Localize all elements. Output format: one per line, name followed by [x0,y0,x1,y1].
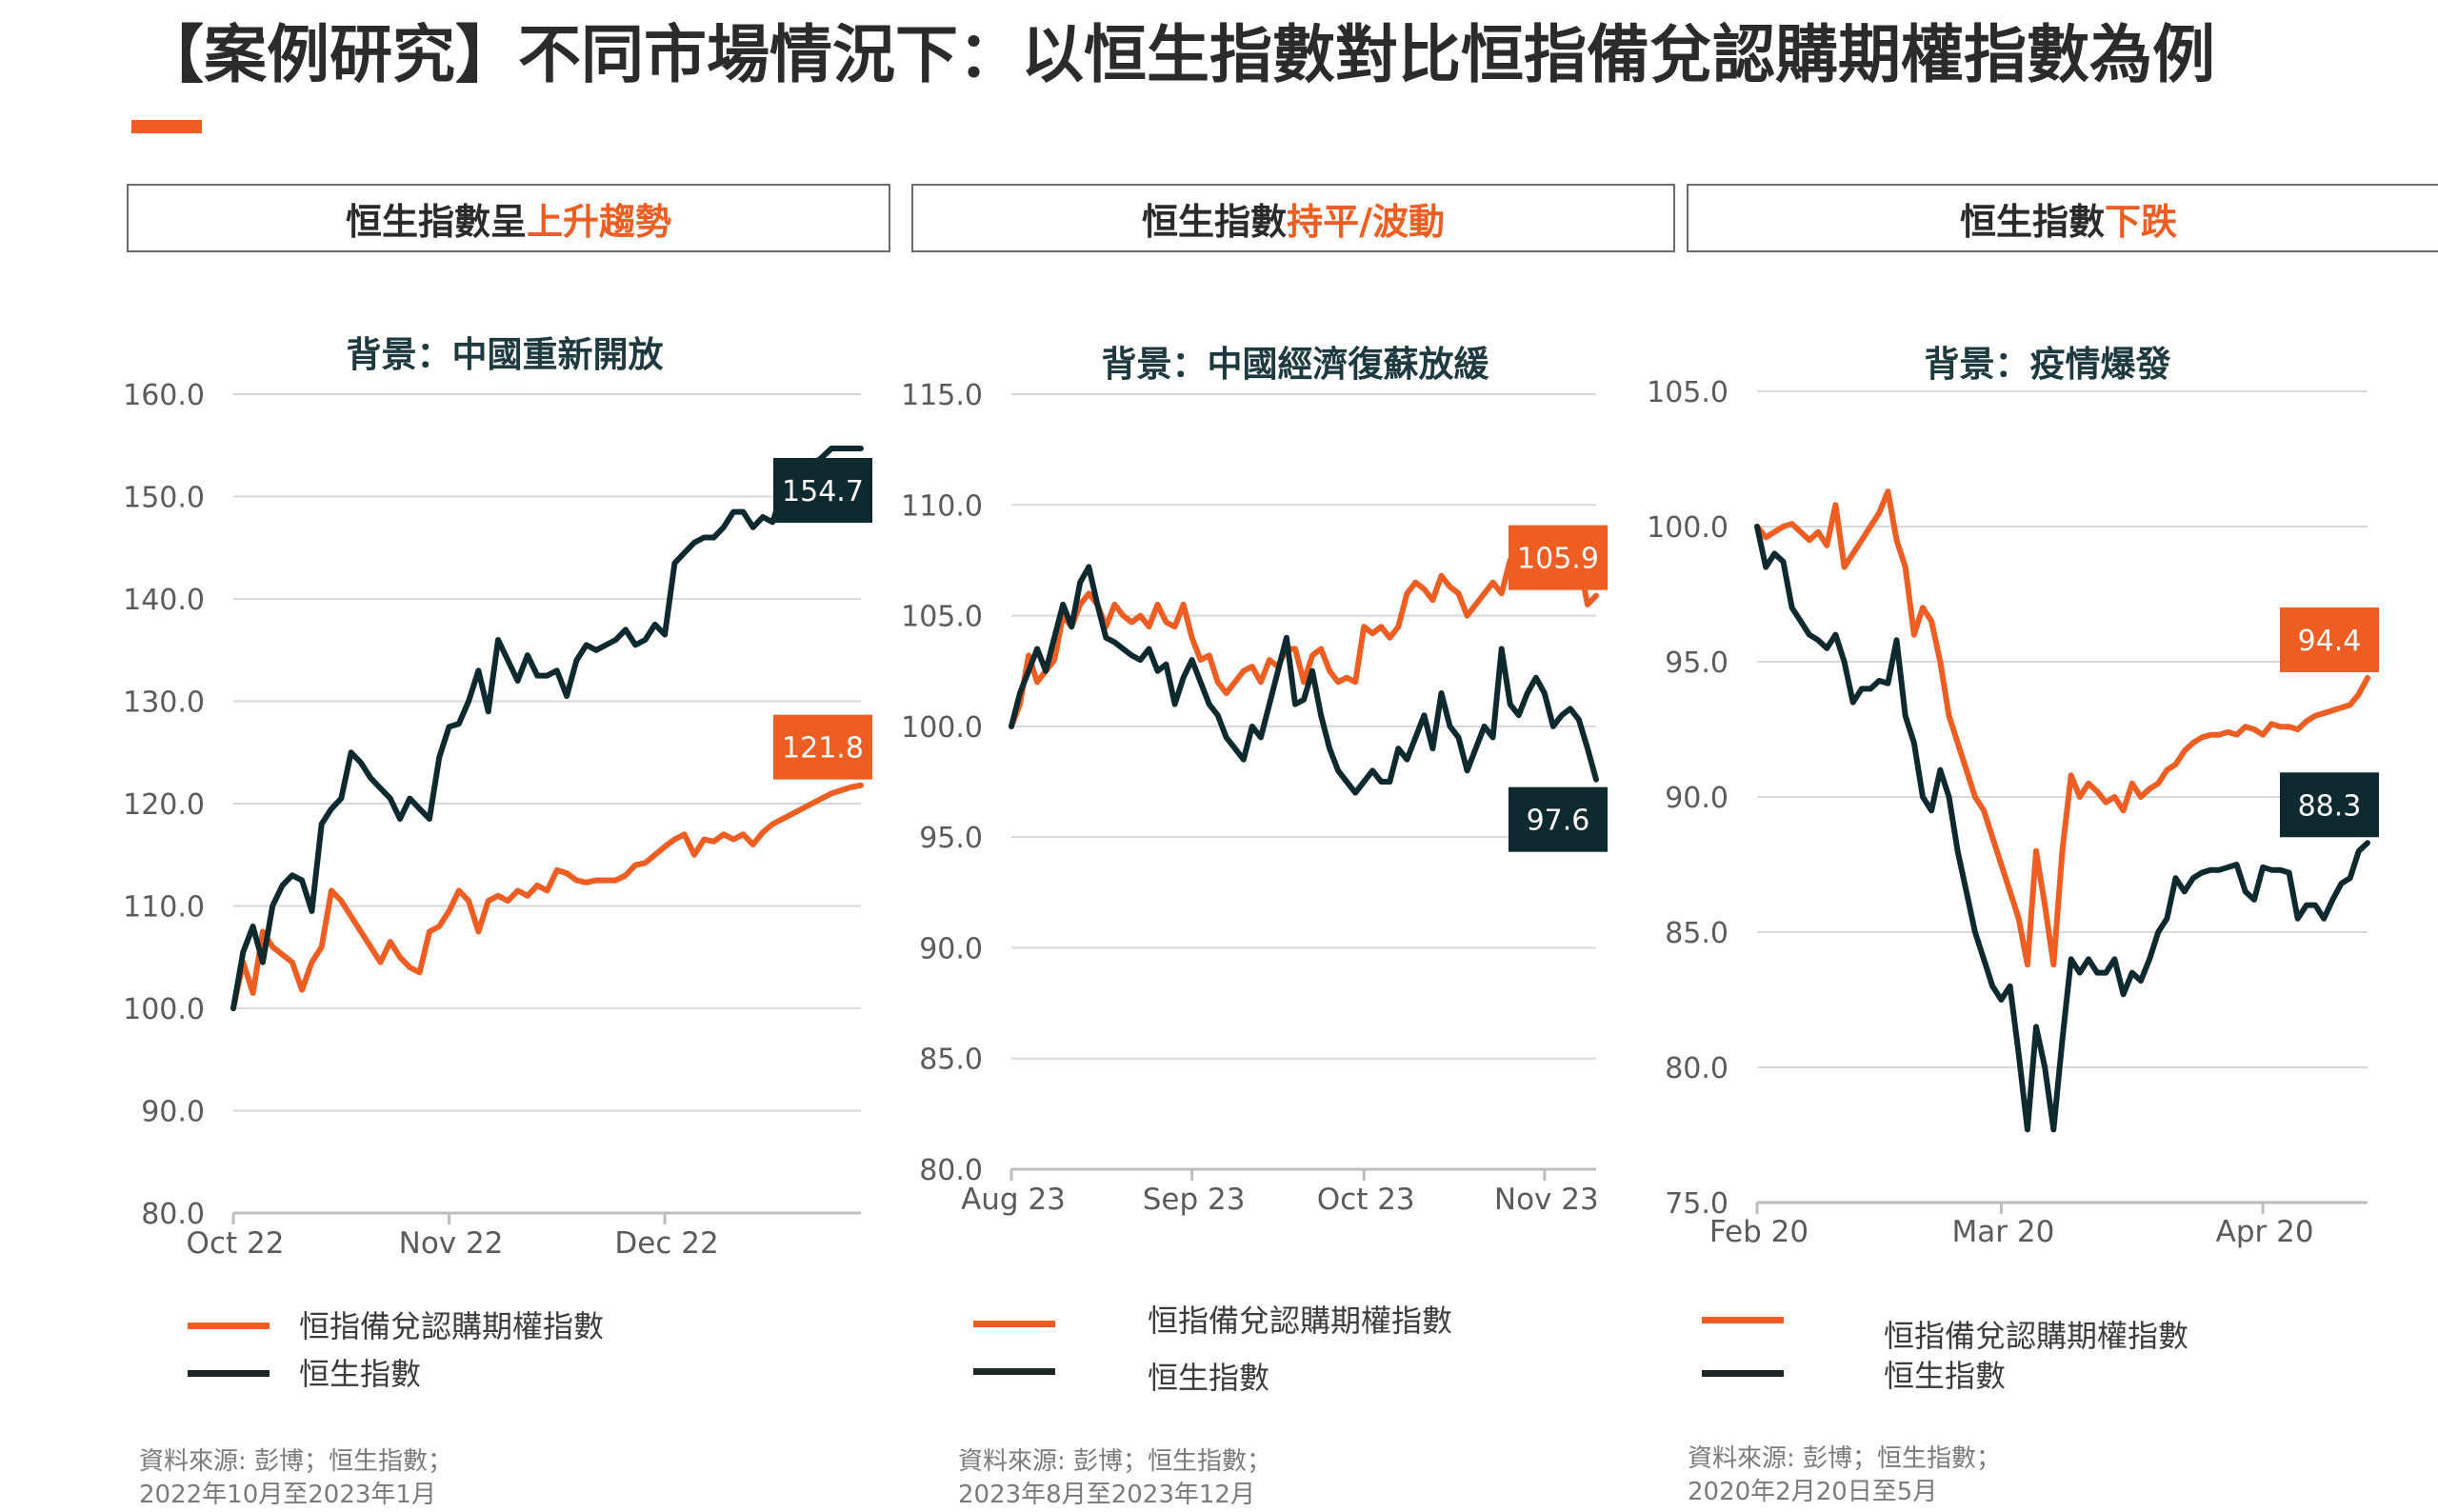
y-tick-label: 105.0 [1647,376,1729,409]
x-tick-label: Dec 22 [614,1226,718,1261]
end-value-box [1509,786,1608,852]
source-note: 資料來源: 彭博；恒生指數； 2023年8月至2023年12月 [958,1445,1271,1512]
x-tick-label: Nov 23 [1494,1183,1599,1217]
series-line-covered-call [1754,488,2370,968]
y-tick-label: 110.0 [901,489,983,523]
y-tick-label: 100.0 [123,993,205,1026]
x-tick-label: Oct 23 [1317,1183,1415,1217]
y-tick-label: 95.0 [1665,647,1729,680]
series-line-covered-call [230,782,864,1011]
x-tick-label: Oct 22 [187,1226,285,1261]
y-tick-label: 140.0 [123,584,205,617]
series-line-hsi [1754,524,2370,1133]
legend-swatch-orange [1702,1316,1784,1323]
y-tick-label: 85.0 [919,1044,983,1077]
x-tick-label: Mar 20 [1952,1215,2055,1249]
legend-label: 恒指備兌認購期權指數 [299,1308,605,1344]
y-tick-label: 90.0 [1665,782,1729,815]
legend-item-covered-call [1702,1301,1784,1339]
y-tick-label: 80.0 [141,1198,205,1231]
x-tick-label: Sep 23 [1143,1183,1246,1217]
chart-title: 背景：中國經濟復蘇放緩 [1101,344,1489,385]
y-tick-label: 95.0 [919,822,983,855]
legend-label: 恒生指數 [1884,1358,2007,1394]
x-tick-label: Apr 20 [2216,1215,2314,1249]
legend-swatch-dark [188,1369,270,1377]
y-tick-label: 115.0 [901,379,983,412]
legend-swatch-orange [973,1320,1055,1327]
legend-label: 恒指備兌認購期權指數 [1148,1303,1453,1339]
end-value-label: 88.3 [2298,789,2362,823]
legend-label: 恒生指數 [1148,1360,1270,1396]
y-tick-label: 85.0 [1665,917,1729,950]
chart-title: 背景：疫情爆發 [1924,344,2171,385]
series-line-covered-call [1009,535,1599,729]
panel-header-rising: 恒生指數呈 上升趨勢 [127,184,890,252]
legend-swatch-dark [1702,1369,1784,1377]
y-tick-label: 160.0 [123,379,205,412]
legend-item-covered-call [973,1304,1055,1343]
y-tick-label: 90.0 [919,932,983,965]
legend-label: 恒生指數 [299,1356,422,1392]
legend-item-covered-call [188,1306,270,1344]
source-note: 資料來源: 彭博；恒生指數； 2022年10月至2023年1月 [139,1445,452,1512]
y-tick-label: 90.0 [141,1096,205,1129]
end-value-label: 94.4 [2298,625,2362,658]
end-value-label: 154.7 [782,475,864,508]
panel-header-flat: 恒生指數 持平/波動 [911,184,1675,252]
panel-header-highlight: 下跌 [2105,200,2178,243]
panel-header-prefix: 恒生指數 [1959,200,2105,243]
y-tick-label: 100.0 [901,711,983,745]
panel-header-prefix: 恒生指數 [1142,200,1288,243]
y-tick-label: 110.0 [123,891,205,925]
source-line: 2022年10月至2023年1月 [139,1481,436,1509]
end-value-label: 105.9 [1517,543,1599,576]
y-tick-label: 80.0 [1665,1052,1729,1085]
panel-header-falling: 恒生指數 下跌 [1687,184,2438,252]
series-line-hsi [1009,564,1599,796]
legend-item-hsi [1702,1354,1784,1392]
legend-item-hsi [973,1352,1055,1390]
panel-header-prefix: 恒生指數呈 [345,200,527,243]
series-line-hsi [230,446,864,1011]
source-line: 2020年2月20日至5月 [1688,1478,1938,1506]
source-note: 資料來源: 彭博；恒生指數； 2020年2月20日至5月 [1688,1442,2001,1509]
end-value-box [773,457,872,523]
source-line: 資料來源: 彭博；恒生指數； [1688,1444,2002,1473]
end-value-label: 97.6 [1527,805,1590,838]
y-tick-label: 105.0 [901,601,983,634]
x-tick-label: Feb 20 [1709,1215,1809,1249]
end-value-box [773,714,872,780]
y-tick-label: 120.0 [123,788,205,822]
legend-swatch-dark [973,1367,1055,1375]
y-tick-label: 100.0 [1647,511,1729,545]
source-line: 資料來源: 彭博；恒生指數； [139,1447,453,1476]
end-value-box [2280,772,2379,838]
source-line: 資料來源: 彭博；恒生指數； [958,1447,1272,1476]
y-tick-label: 75.0 [1665,1187,1729,1221]
y-tick-label: 80.0 [919,1154,983,1187]
x-tick-label: Nov 22 [399,1226,504,1261]
y-tick-label: 150.0 [123,482,205,515]
panel-header-highlight: 上升趨勢 [527,200,672,243]
source-line: 2023年8月至2023年12月 [958,1481,1255,1509]
legend-label: 恒指備兌認購期權指數 [1884,1318,2189,1354]
title-accent-bar [131,120,202,133]
panel-header-highlight: 持平/波動 [1287,200,1445,243]
legend-item-hsi [188,1354,270,1392]
chart-title: 背景：中國重新開放 [346,334,664,375]
page-title: 【案例研究】不同市場情況下：以恒生指數對比恒指備兌認購期權指數為例 [141,18,2215,91]
x-tick-label: Aug 23 [961,1183,1066,1217]
end-value-box [1509,525,1608,590]
y-tick-label: 130.0 [123,686,205,720]
end-value-box [2280,607,2379,673]
legend-swatch-orange [188,1322,270,1329]
end-value-label: 121.8 [782,732,864,766]
